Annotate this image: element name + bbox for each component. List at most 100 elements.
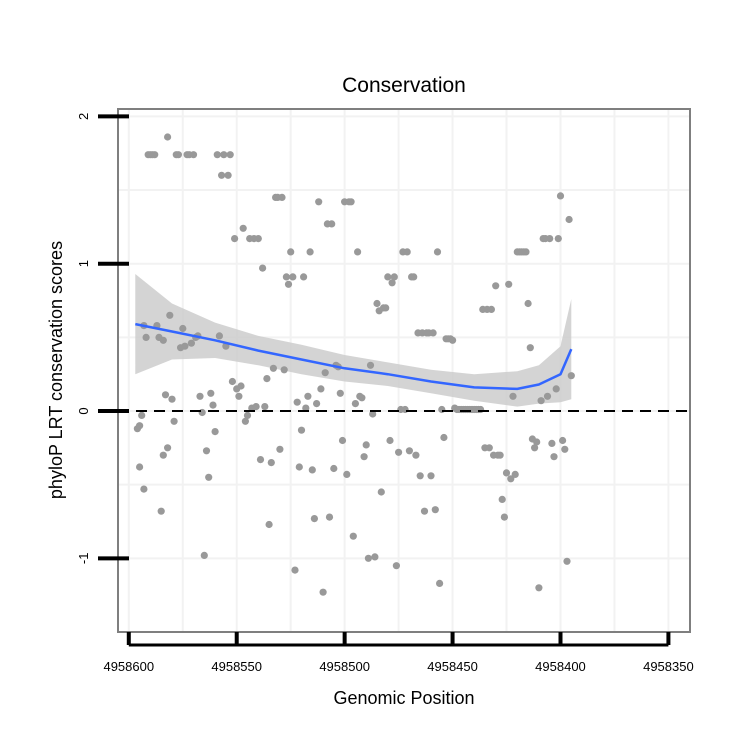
y-tick-label: 2 bbox=[76, 113, 91, 120]
data-point bbox=[211, 428, 219, 436]
data-point bbox=[567, 372, 575, 380]
data-point bbox=[269, 364, 277, 372]
data-point bbox=[254, 235, 262, 243]
data-point bbox=[174, 151, 182, 159]
data-point bbox=[410, 273, 418, 281]
data-point bbox=[179, 324, 187, 333]
data-point bbox=[347, 198, 355, 206]
x-tick-label: 4958400 bbox=[535, 659, 586, 674]
data-point bbox=[293, 398, 301, 406]
data-point bbox=[349, 532, 357, 540]
data-point bbox=[265, 520, 273, 529]
data-point bbox=[282, 273, 290, 281]
data-point bbox=[259, 264, 267, 272]
x-tick-label: 4958350 bbox=[643, 659, 694, 674]
data-point bbox=[315, 198, 323, 206]
data-point bbox=[550, 453, 558, 461]
data-point bbox=[496, 451, 504, 459]
data-point bbox=[552, 385, 560, 393]
data-point bbox=[308, 466, 316, 474]
data-point bbox=[429, 329, 437, 337]
data-point bbox=[498, 495, 506, 503]
data-point bbox=[328, 220, 336, 228]
data-point bbox=[436, 579, 444, 588]
data-point bbox=[252, 403, 260, 411]
data-point bbox=[166, 311, 174, 319]
data-point bbox=[360, 453, 368, 461]
data-point bbox=[205, 473, 213, 481]
data-point bbox=[563, 557, 571, 565]
data-point bbox=[209, 401, 217, 409]
data-point bbox=[554, 235, 562, 243]
data-point bbox=[431, 506, 439, 514]
data-point bbox=[295, 463, 303, 471]
y-axis-title: phyloP LRT conservation scores bbox=[46, 241, 66, 499]
y-axis: 2 1 0 -1 bbox=[76, 113, 129, 564]
data-point bbox=[401, 405, 409, 414]
data-point bbox=[384, 273, 392, 281]
confidence-band-area bbox=[135, 274, 572, 407]
smooth-line-path bbox=[135, 322, 573, 391]
data-point bbox=[546, 235, 554, 243]
data-point bbox=[287, 248, 295, 256]
plot-frame bbox=[117, 108, 691, 633]
data-point bbox=[343, 470, 351, 478]
data-point bbox=[319, 588, 327, 596]
data-point bbox=[330, 464, 338, 473]
data-point bbox=[304, 392, 312, 400]
data-point bbox=[263, 375, 271, 383]
data-point bbox=[140, 485, 148, 493]
data-point bbox=[142, 333, 150, 341]
data-point bbox=[168, 395, 176, 403]
data-point bbox=[181, 342, 189, 350]
data-point bbox=[231, 235, 239, 243]
data-point bbox=[336, 389, 344, 397]
data-point bbox=[535, 584, 543, 592]
data-point bbox=[377, 488, 385, 496]
data-point bbox=[565, 215, 573, 224]
data-point bbox=[297, 426, 306, 434]
data-point bbox=[138, 411, 146, 419]
data-point bbox=[300, 273, 308, 281]
data-point bbox=[161, 391, 170, 399]
data-point bbox=[267, 459, 275, 467]
data-point bbox=[390, 273, 398, 281]
data-point bbox=[243, 411, 252, 419]
data-point bbox=[159, 336, 167, 344]
data-point bbox=[157, 507, 165, 515]
data-point bbox=[213, 151, 221, 159]
data-point bbox=[200, 551, 208, 560]
data-point bbox=[220, 151, 228, 159]
data-point bbox=[438, 405, 446, 414]
data-point bbox=[256, 456, 265, 464]
data-point bbox=[136, 422, 144, 430]
data-point bbox=[291, 566, 299, 574]
data-point bbox=[531, 444, 539, 452]
y-tick-label: -1 bbox=[76, 553, 91, 565]
data-point bbox=[364, 554, 372, 562]
data-point bbox=[164, 444, 172, 452]
data-point bbox=[136, 463, 144, 471]
data-point bbox=[412, 451, 420, 459]
data-point bbox=[526, 344, 534, 352]
data-point bbox=[371, 553, 379, 561]
data-point bbox=[228, 377, 236, 386]
data-point bbox=[524, 299, 532, 308]
data-point bbox=[207, 389, 215, 397]
data-point bbox=[358, 394, 366, 402]
data-point bbox=[338, 436, 347, 445]
data-point bbox=[405, 447, 413, 455]
x-tick-label: 4958500 bbox=[319, 659, 370, 674]
data-point bbox=[386, 436, 394, 445]
data-point bbox=[241, 417, 249, 425]
y-tick-label: 0 bbox=[76, 407, 91, 414]
data-point bbox=[224, 171, 232, 179]
data-point bbox=[284, 280, 293, 288]
data-point bbox=[420, 507, 429, 515]
data-point bbox=[522, 248, 530, 256]
data-point bbox=[369, 410, 377, 418]
data-point bbox=[502, 469, 511, 477]
data-point bbox=[164, 133, 172, 141]
data-point bbox=[235, 392, 243, 400]
data-point bbox=[276, 445, 284, 453]
